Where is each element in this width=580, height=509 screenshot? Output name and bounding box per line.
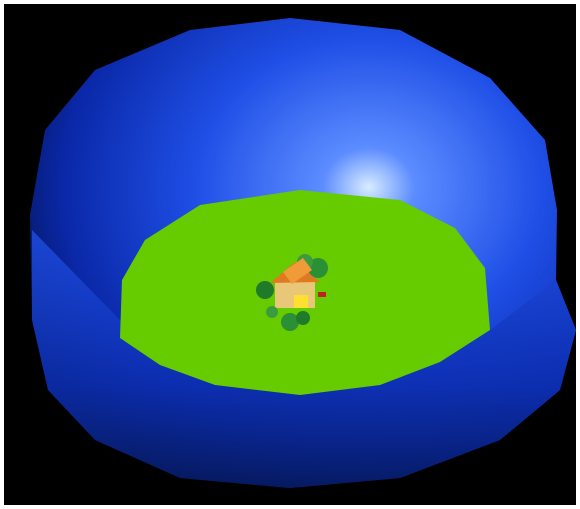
tree: [308, 258, 328, 278]
tree: [266, 306, 278, 318]
tree: [256, 281, 274, 299]
bowl-front: [32, 230, 576, 488]
house-window: [294, 295, 308, 308]
house-roof: [283, 258, 312, 284]
house-with-trees: [256, 254, 328, 331]
tree: [281, 313, 299, 331]
car: [318, 292, 326, 297]
tree: [296, 311, 310, 325]
